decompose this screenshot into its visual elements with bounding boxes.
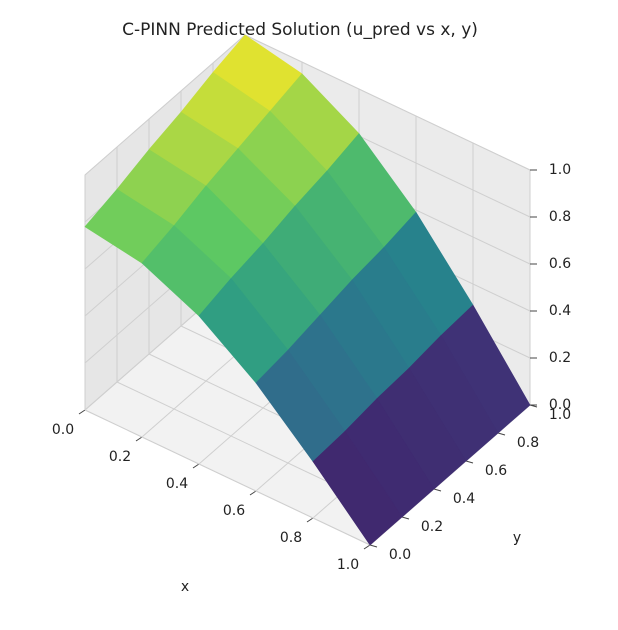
z-tick-label: 0.2: [549, 350, 571, 366]
chart-title: C-PINN Predicted Solution (u_pred vs x, …: [122, 20, 478, 40]
z-tick-label: 1.0: [549, 162, 571, 178]
x-tick: [249, 490, 257, 496]
y-tick-label: 0.8: [517, 435, 539, 451]
x-tick-label: 0.6: [223, 503, 245, 519]
y-tick-label: 1.0: [549, 407, 571, 423]
x-tick-label: 0.0: [52, 422, 74, 438]
x-tick: [363, 544, 371, 550]
z-tick-label: 0.8: [549, 209, 571, 225]
y-tick-label: 0.6: [485, 463, 507, 479]
x-tick: [306, 517, 314, 523]
y-axis-label: y: [513, 530, 521, 546]
x-tick-label: 1.0: [337, 557, 359, 573]
y-tick: [369, 544, 378, 548]
x-axis-label: x: [181, 579, 189, 595]
grid-line: [84, 409, 371, 546]
grid-line: [84, 34, 246, 176]
surface-patch: [312, 430, 403, 546]
grid-line: [244, 34, 531, 171]
y-tick-label: 0.0: [389, 547, 411, 563]
y-tick: [401, 516, 410, 520]
y-tick-label: 0.2: [421, 519, 443, 535]
y-tick: [497, 432, 506, 436]
x-tick-label: 0.8: [280, 530, 302, 546]
z-tick-label: 0.0: [549, 397, 571, 413]
z-tick-label: 0.6: [549, 256, 571, 272]
x-tick-label: 0.4: [166, 476, 188, 492]
x-tick: [135, 436, 143, 442]
x-tick: [192, 463, 200, 469]
x-tick-label: 0.2: [109, 449, 131, 465]
y-tick: [433, 488, 442, 492]
y-tick-label: 0.4: [453, 491, 475, 507]
x-tick: [78, 409, 86, 415]
z-tick-label: 0.4: [549, 303, 571, 319]
y-tick: [465, 460, 474, 464]
